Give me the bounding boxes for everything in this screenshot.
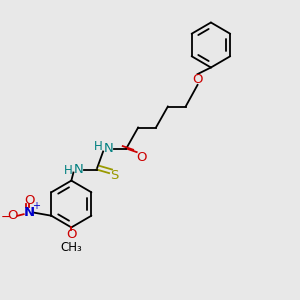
- Text: H: H: [94, 140, 103, 154]
- Text: N: N: [74, 163, 84, 176]
- Text: O: O: [8, 209, 18, 222]
- Text: O: O: [192, 73, 203, 86]
- Text: O: O: [66, 228, 76, 242]
- Text: H: H: [64, 164, 73, 178]
- Text: S: S: [110, 169, 118, 182]
- Text: O: O: [24, 194, 34, 207]
- Text: CH₃: CH₃: [61, 241, 82, 254]
- Text: N: N: [103, 142, 113, 155]
- Text: −: −: [1, 211, 11, 224]
- Text: O: O: [136, 151, 147, 164]
- Text: N: N: [23, 206, 34, 219]
- Text: +: +: [32, 201, 40, 211]
